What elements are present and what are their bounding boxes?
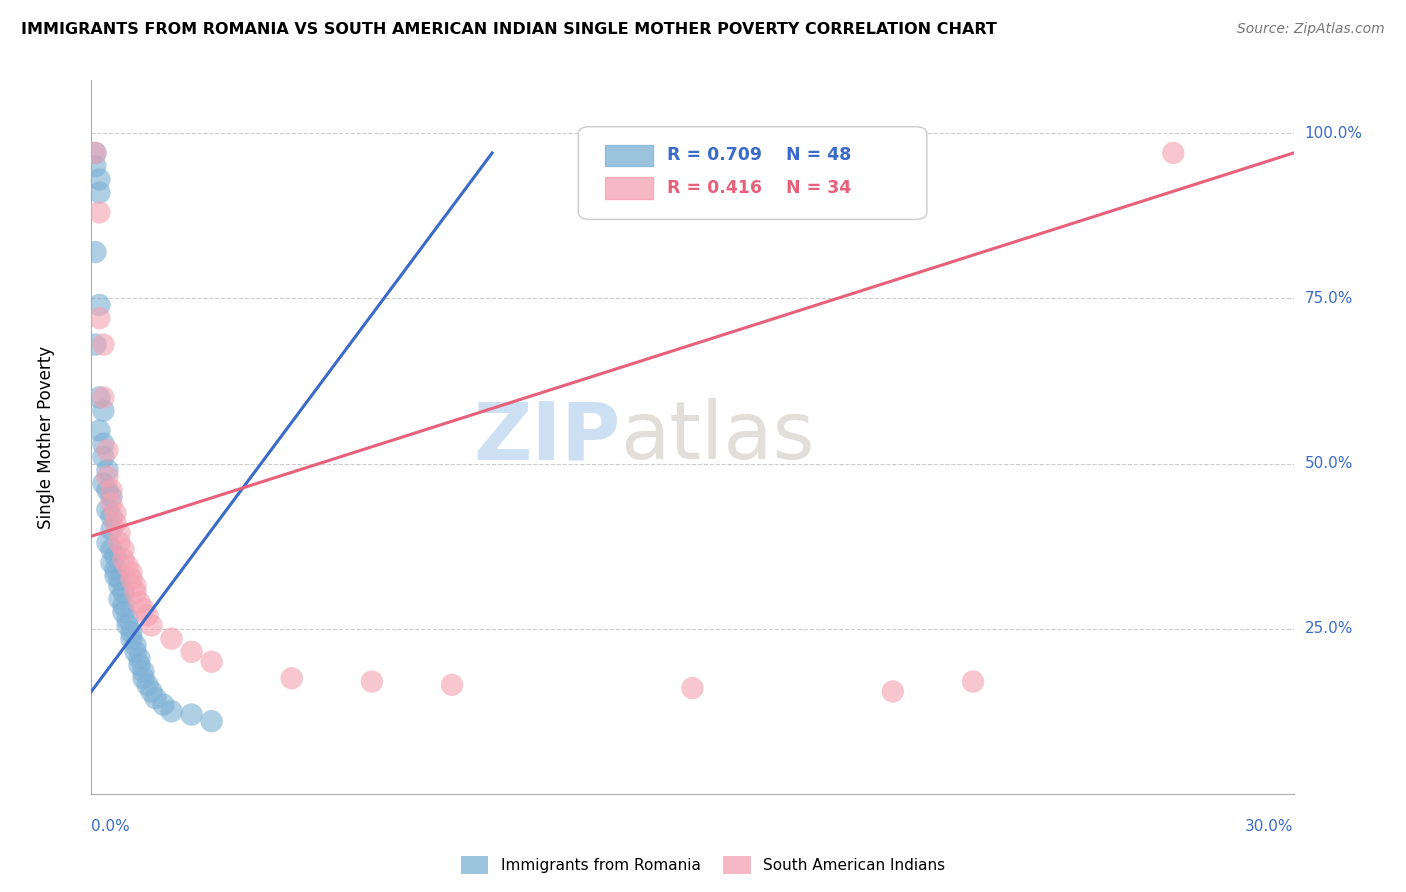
Point xyxy=(124,585,146,599)
Point xyxy=(100,556,122,570)
Point xyxy=(108,572,131,586)
Point xyxy=(112,542,135,557)
Point xyxy=(121,632,143,646)
Point xyxy=(93,403,115,417)
Point xyxy=(100,483,122,497)
Point xyxy=(93,337,115,351)
Point xyxy=(160,632,183,646)
Text: atlas: atlas xyxy=(620,398,814,476)
Point xyxy=(100,542,122,557)
Point xyxy=(117,618,139,632)
Point xyxy=(93,391,115,405)
Text: Single Mother Poverty: Single Mother Poverty xyxy=(37,345,55,529)
Point xyxy=(882,684,904,698)
Point xyxy=(136,678,159,692)
Text: 75.0%: 75.0% xyxy=(1305,291,1353,306)
Point xyxy=(96,483,118,497)
Point xyxy=(100,496,122,510)
Point xyxy=(180,707,202,722)
Point xyxy=(117,558,139,573)
Point xyxy=(89,186,111,200)
Point xyxy=(124,579,146,593)
Point xyxy=(132,671,155,685)
Point xyxy=(121,572,143,586)
Point xyxy=(1163,145,1185,160)
Point xyxy=(112,599,135,613)
Point xyxy=(93,436,115,450)
Point xyxy=(84,145,107,160)
Point xyxy=(112,552,135,566)
Point xyxy=(104,506,127,520)
Text: 50.0%: 50.0% xyxy=(1305,456,1353,471)
Point xyxy=(108,579,131,593)
Point xyxy=(89,424,111,438)
Point xyxy=(141,684,163,698)
Point xyxy=(360,674,382,689)
Point xyxy=(201,655,224,669)
Point xyxy=(84,145,107,160)
Point xyxy=(93,450,115,464)
Point xyxy=(112,585,135,599)
Point xyxy=(89,391,111,405)
Text: Source: ZipAtlas.com: Source: ZipAtlas.com xyxy=(1237,22,1385,37)
Point xyxy=(128,595,150,609)
Point xyxy=(96,536,118,550)
Point xyxy=(108,536,131,550)
Point xyxy=(84,337,107,351)
FancyBboxPatch shape xyxy=(605,145,652,166)
Point xyxy=(152,698,174,712)
Point xyxy=(160,704,183,718)
Point xyxy=(180,645,202,659)
Point xyxy=(281,671,304,685)
Point xyxy=(104,562,127,576)
Point xyxy=(108,525,131,540)
Point xyxy=(681,681,703,695)
Text: 100.0%: 100.0% xyxy=(1305,126,1362,141)
Point xyxy=(121,625,143,640)
Point xyxy=(962,674,984,689)
Point xyxy=(440,678,463,692)
Point xyxy=(201,714,224,729)
Point xyxy=(128,658,150,673)
Point xyxy=(89,298,111,312)
FancyBboxPatch shape xyxy=(578,127,927,219)
Point xyxy=(93,476,115,491)
Point xyxy=(96,443,118,458)
Text: 0.0%: 0.0% xyxy=(91,819,131,834)
Point xyxy=(96,502,118,516)
Point xyxy=(108,591,131,606)
Text: IMMIGRANTS FROM ROMANIA VS SOUTH AMERICAN INDIAN SINGLE MOTHER POVERTY CORRELATI: IMMIGRANTS FROM ROMANIA VS SOUTH AMERICA… xyxy=(21,22,997,37)
Text: ZIP: ZIP xyxy=(472,398,620,476)
Point xyxy=(89,172,111,186)
Text: 25.0%: 25.0% xyxy=(1305,621,1353,636)
Text: R = 0.416    N = 34: R = 0.416 N = 34 xyxy=(668,179,852,197)
Point xyxy=(104,569,127,583)
Point xyxy=(100,509,122,524)
Point xyxy=(128,651,150,665)
Point xyxy=(89,205,111,219)
Point xyxy=(132,602,155,616)
Point xyxy=(84,159,107,173)
Point xyxy=(100,523,122,537)
Point xyxy=(100,490,122,504)
Point xyxy=(117,612,139,626)
Point xyxy=(124,638,146,652)
Point xyxy=(121,566,143,580)
Point xyxy=(132,665,155,679)
Legend: Immigrants from Romania, South American Indians: Immigrants from Romania, South American … xyxy=(454,850,952,880)
Point xyxy=(96,469,118,483)
Text: R = 0.709    N = 48: R = 0.709 N = 48 xyxy=(668,146,852,164)
Text: 30.0%: 30.0% xyxy=(1246,819,1294,834)
Point xyxy=(112,605,135,619)
Point xyxy=(96,463,118,477)
Point xyxy=(104,516,127,530)
Point xyxy=(104,549,127,563)
Point xyxy=(89,311,111,326)
Point xyxy=(84,245,107,260)
FancyBboxPatch shape xyxy=(605,178,652,199)
Point xyxy=(145,691,167,706)
Point xyxy=(141,618,163,632)
Point xyxy=(136,608,159,623)
Point xyxy=(124,645,146,659)
